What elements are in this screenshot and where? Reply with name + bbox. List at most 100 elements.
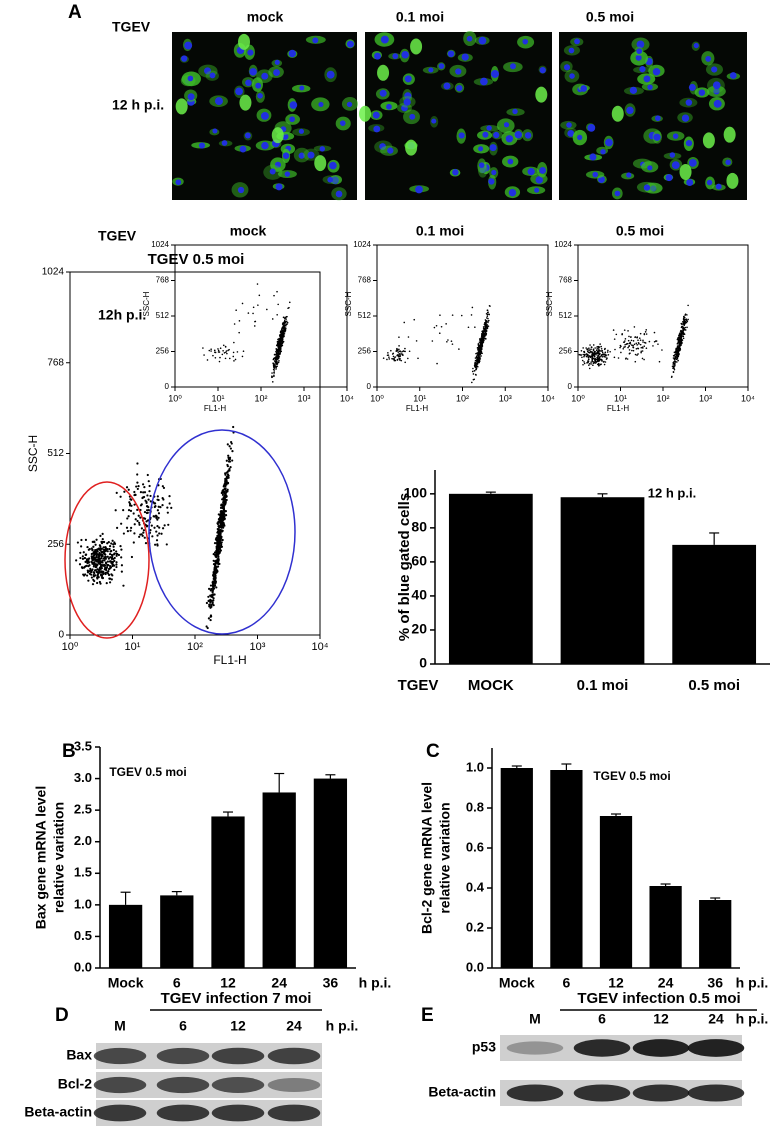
event-dot bbox=[101, 532, 104, 535]
event-dot bbox=[210, 599, 213, 602]
nucleus bbox=[298, 128, 305, 134]
event-dot bbox=[638, 343, 640, 345]
nucleus bbox=[491, 169, 497, 176]
event-dot bbox=[643, 333, 646, 336]
y-tick-label: 256 bbox=[358, 347, 372, 356]
nucleus bbox=[629, 86, 638, 95]
event-dot bbox=[275, 358, 278, 361]
event-dot bbox=[633, 343, 636, 346]
y-tick-label: 0.2 bbox=[466, 919, 484, 934]
bar bbox=[448, 493, 533, 664]
nucleus bbox=[527, 168, 535, 176]
event-dot bbox=[154, 502, 157, 505]
event-dot bbox=[679, 343, 681, 346]
bright-cell bbox=[377, 64, 390, 81]
bright-cell bbox=[238, 33, 251, 50]
micrograph bbox=[559, 32, 747, 200]
event-dot bbox=[147, 480, 150, 483]
event-dot bbox=[120, 564, 124, 567]
event-dot bbox=[107, 557, 110, 560]
event-dot bbox=[399, 354, 402, 356]
event-dot bbox=[583, 362, 586, 365]
event-dot bbox=[640, 346, 643, 349]
event-dot bbox=[274, 353, 276, 356]
x-axis-label: FL1-H bbox=[607, 404, 629, 413]
nucleus bbox=[214, 97, 223, 106]
event-dot bbox=[281, 339, 283, 342]
nucleus bbox=[175, 179, 182, 186]
event-dot bbox=[387, 352, 389, 354]
event-dot bbox=[100, 576, 104, 579]
event-dot bbox=[82, 573, 85, 576]
row-label: TGEV bbox=[112, 19, 151, 35]
nucleus bbox=[614, 190, 621, 197]
event-dot bbox=[220, 503, 223, 507]
event-dot bbox=[400, 359, 403, 362]
event-dot bbox=[225, 351, 227, 354]
nucleus bbox=[647, 84, 653, 90]
event-dot bbox=[408, 350, 411, 353]
column-label: 0.5 moi bbox=[616, 223, 664, 239]
bar bbox=[560, 497, 645, 664]
event-dot bbox=[142, 483, 145, 486]
event-dot bbox=[213, 572, 216, 575]
error-bar bbox=[325, 774, 336, 779]
column-label: 0.1 moi bbox=[416, 223, 464, 239]
event-dot bbox=[92, 571, 95, 574]
event-dot bbox=[157, 512, 161, 515]
event-dot bbox=[590, 361, 592, 363]
event-dot bbox=[637, 339, 639, 341]
event-dot bbox=[145, 501, 148, 504]
event-dot bbox=[396, 354, 399, 356]
band bbox=[267, 1047, 321, 1065]
event-dot bbox=[91, 558, 94, 562]
nucleus bbox=[643, 75, 651, 83]
event-dot bbox=[91, 583, 95, 586]
event-dot bbox=[674, 361, 677, 363]
event-dot bbox=[679, 332, 681, 334]
event-dot bbox=[628, 335, 630, 338]
nucleus bbox=[289, 116, 295, 123]
event-dot bbox=[83, 557, 87, 560]
event-cloud bbox=[578, 304, 689, 378]
event-dot bbox=[602, 361, 605, 363]
nucleus bbox=[203, 67, 212, 75]
event-dot bbox=[84, 573, 87, 576]
event-dot bbox=[90, 576, 94, 579]
event-dot bbox=[587, 356, 590, 359]
gate-blue bbox=[148, 429, 296, 635]
event-dot bbox=[276, 290, 278, 293]
event-dot bbox=[624, 340, 626, 342]
event-dot bbox=[386, 354, 389, 357]
event-dot bbox=[219, 347, 222, 350]
lane-label: M bbox=[529, 1011, 541, 1027]
event-dot bbox=[224, 345, 227, 348]
event-dot bbox=[133, 532, 136, 535]
event-dot bbox=[677, 354, 679, 357]
event-dot bbox=[123, 490, 126, 493]
event-dot bbox=[624, 338, 627, 340]
event-dot bbox=[214, 537, 218, 541]
event-dot bbox=[484, 325, 486, 328]
event-dot bbox=[275, 363, 277, 366]
event-dot bbox=[115, 552, 118, 556]
event-dot bbox=[273, 294, 275, 297]
event-dot bbox=[85, 574, 89, 577]
event-dot bbox=[233, 341, 235, 344]
x-tick-label: Mock bbox=[108, 975, 144, 991]
event-dot bbox=[645, 333, 648, 335]
nucleus bbox=[725, 159, 731, 166]
event-dot bbox=[624, 345, 626, 348]
event-dot bbox=[471, 370, 474, 373]
event-dot bbox=[157, 516, 160, 519]
event-dot bbox=[112, 543, 115, 546]
event-dot bbox=[407, 336, 410, 338]
event-dot bbox=[222, 506, 225, 509]
event-dot bbox=[229, 447, 232, 450]
event-dot bbox=[440, 325, 443, 328]
y-tick-label: 1024 bbox=[554, 240, 572, 249]
event-dot bbox=[284, 322, 286, 324]
nucleus bbox=[456, 84, 463, 92]
nucleus bbox=[706, 179, 713, 186]
bright-cell bbox=[535, 86, 548, 103]
